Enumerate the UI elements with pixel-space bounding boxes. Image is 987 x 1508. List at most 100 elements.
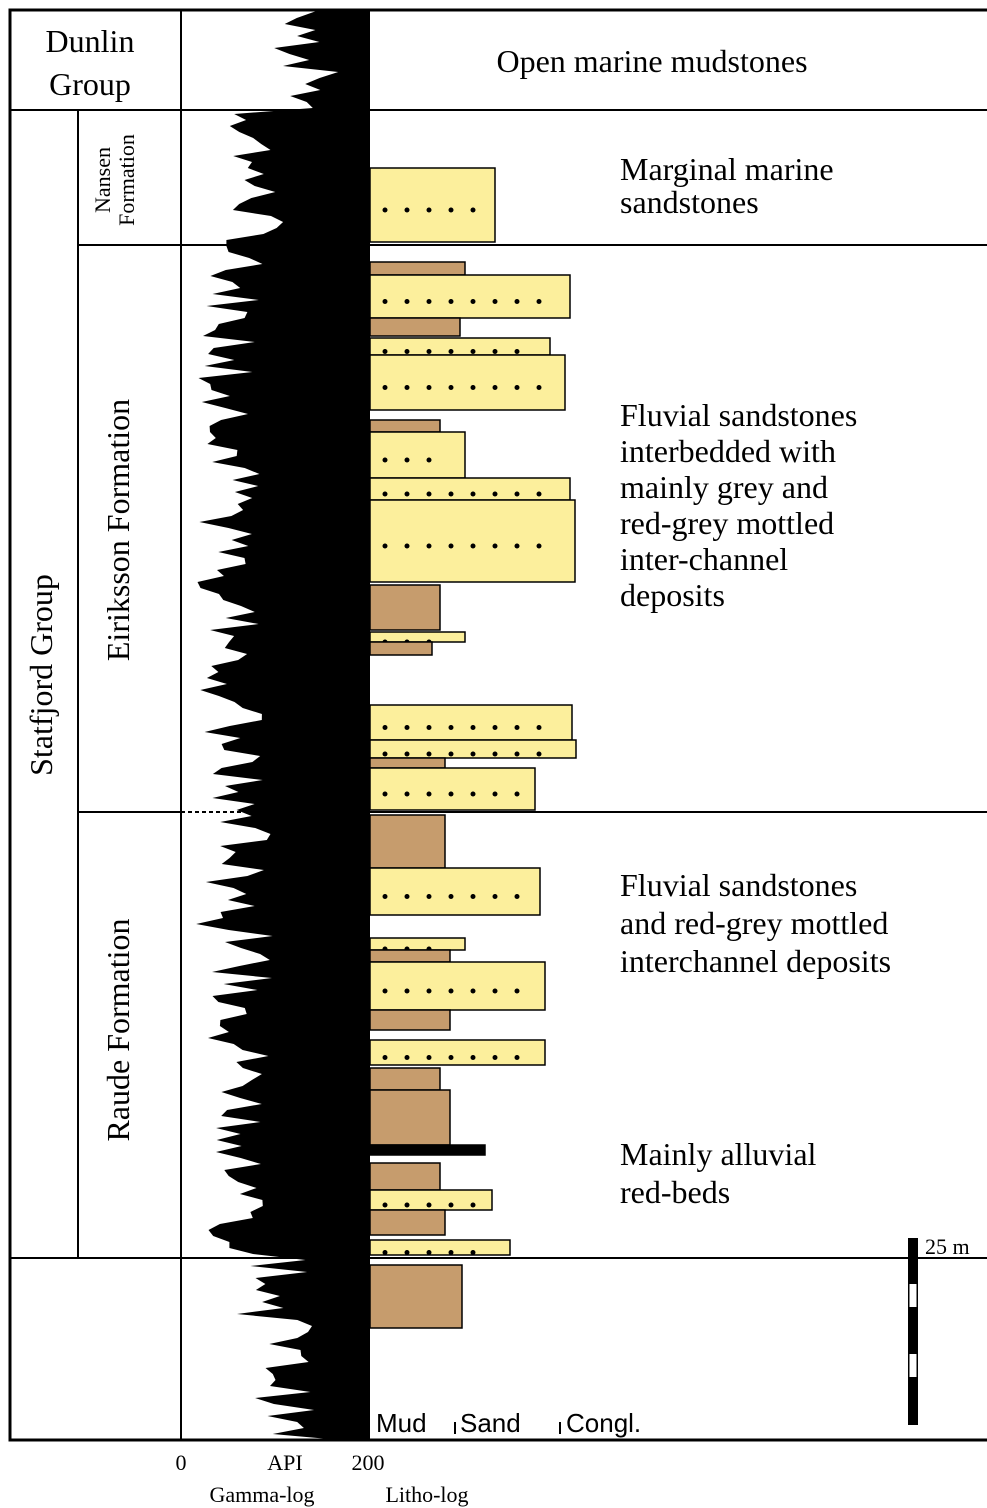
grain [427, 894, 432, 899]
bed [370, 815, 445, 868]
stratigraphic-column: 25 m Dunlin Group Statfjord Group Nansen… [0, 0, 987, 1508]
bed [370, 1090, 450, 1145]
grain [515, 544, 520, 549]
grain [449, 989, 454, 994]
grain [493, 299, 498, 304]
grain [427, 492, 432, 497]
formation-label: Raude Formation [100, 918, 136, 1141]
grain [383, 299, 388, 304]
description: mainly grey and [620, 469, 828, 505]
group-label: Group [49, 66, 131, 102]
axis-label: 200 [352, 1450, 385, 1475]
grain [383, 752, 388, 757]
description: Marginal marine [620, 151, 834, 187]
description: interchannel deposits [620, 943, 891, 979]
grain [449, 1250, 454, 1255]
grain [427, 349, 432, 354]
grain [383, 544, 388, 549]
grain [471, 725, 476, 730]
grain [471, 385, 476, 390]
description: and red-grey mottled [620, 905, 888, 941]
grain [405, 1055, 410, 1060]
grain [383, 792, 388, 797]
formation-label: Nansen [90, 147, 115, 213]
grain [405, 1203, 410, 1208]
grain [383, 492, 388, 497]
bed [370, 432, 465, 478]
bed [370, 585, 440, 630]
grain [405, 385, 410, 390]
bed [370, 420, 440, 432]
grain [449, 208, 454, 213]
bed [370, 262, 465, 275]
grain [427, 1203, 432, 1208]
grain [537, 752, 542, 757]
grain [405, 299, 410, 304]
description: red-grey mottled [620, 505, 834, 541]
grain [471, 792, 476, 797]
grain [427, 725, 432, 730]
grain [493, 385, 498, 390]
grain [383, 1055, 388, 1060]
bed [370, 962, 545, 1010]
grain [405, 208, 410, 213]
axis-title: Litho-log [385, 1482, 468, 1507]
grain [449, 894, 454, 899]
grain [383, 1250, 388, 1255]
bed [370, 705, 572, 740]
description: Open marine mudstones [496, 43, 807, 79]
grain [515, 1055, 520, 1060]
bed [370, 768, 535, 810]
grain [405, 989, 410, 994]
grain [383, 385, 388, 390]
grain [471, 349, 476, 354]
grain [471, 299, 476, 304]
grain [449, 385, 454, 390]
formation-label: Eiriksson Formation [100, 399, 136, 661]
grain [427, 792, 432, 797]
grain [537, 492, 542, 497]
grain [471, 1203, 476, 1208]
grain [515, 894, 520, 899]
grain [515, 299, 520, 304]
bed [370, 275, 570, 318]
bed [370, 1210, 445, 1235]
grain [493, 894, 498, 899]
bed [370, 318, 460, 336]
grain [427, 458, 432, 463]
grain [471, 492, 476, 497]
grain [515, 752, 520, 757]
grain [427, 1055, 432, 1060]
grain [383, 208, 388, 213]
grain-size-label: Congl. [566, 1408, 641, 1438]
grain [493, 492, 498, 497]
grain [449, 349, 454, 354]
grain [537, 385, 542, 390]
grain [449, 1055, 454, 1060]
description: Fluvial sandstones [620, 397, 857, 433]
grain [449, 752, 454, 757]
grain [405, 792, 410, 797]
grain [427, 989, 432, 994]
grain [405, 458, 410, 463]
grain [427, 385, 432, 390]
bed [370, 355, 565, 410]
grain [405, 894, 410, 899]
grain [515, 725, 520, 730]
grain [383, 349, 388, 354]
bed [370, 950, 450, 962]
grain [427, 299, 432, 304]
bed [370, 1068, 440, 1090]
grain [471, 989, 476, 994]
bed [370, 1145, 485, 1155]
grain [493, 544, 498, 549]
axis-label: API [267, 1450, 302, 1475]
grain [405, 752, 410, 757]
bed [370, 1010, 450, 1030]
grain [471, 894, 476, 899]
grain [427, 1250, 432, 1255]
grain [383, 458, 388, 463]
grain [515, 492, 520, 497]
grain [449, 492, 454, 497]
grain [405, 492, 410, 497]
